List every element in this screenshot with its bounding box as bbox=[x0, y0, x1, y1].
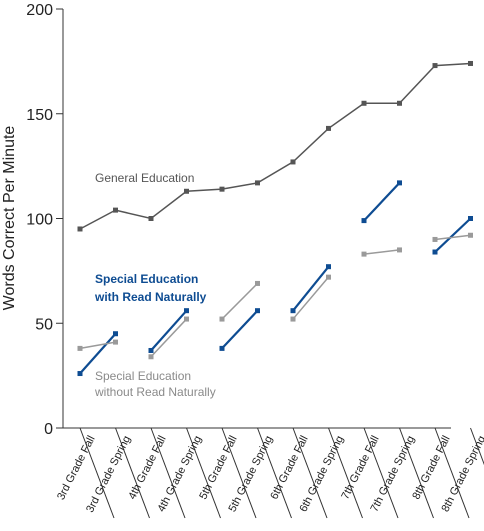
data-point bbox=[361, 251, 367, 257]
data-point bbox=[290, 159, 296, 165]
series-line bbox=[150, 309, 188, 352]
data-point bbox=[397, 247, 402, 253]
series-layer bbox=[77, 60, 473, 377]
data-point bbox=[219, 316, 225, 322]
data-point bbox=[113, 331, 118, 337]
data-point bbox=[432, 236, 438, 242]
x-tick-mark bbox=[470, 427, 484, 466]
series-annotation: without Read Naturally bbox=[94, 385, 216, 399]
x-tick-mark bbox=[399, 427, 434, 519]
x-tick-mark bbox=[328, 427, 363, 519]
series-line bbox=[221, 309, 259, 350]
data-point bbox=[468, 216, 473, 221]
data-point bbox=[468, 232, 473, 238]
y-tick-label: 200 bbox=[26, 2, 53, 19]
data-point bbox=[184, 316, 189, 322]
x-tick-mark bbox=[221, 427, 257, 519]
series-annotation: Special Education bbox=[95, 369, 191, 383]
series-0 bbox=[77, 60, 473, 232]
data-point bbox=[432, 63, 438, 69]
series-2 bbox=[77, 232, 473, 360]
series-line bbox=[434, 217, 472, 253]
data-point bbox=[326, 274, 331, 280]
series-annotation: General Education bbox=[95, 171, 194, 185]
data-point bbox=[113, 207, 118, 213]
series-line bbox=[79, 341, 116, 350]
data-point bbox=[184, 188, 189, 194]
x-tick-mark bbox=[115, 427, 150, 519]
y-tick-label: 0 bbox=[44, 421, 53, 438]
x-tick-label: 5th Grade Fall bbox=[197, 434, 239, 502]
series-annotation: with Read Naturally bbox=[94, 290, 207, 304]
data-point bbox=[397, 100, 402, 106]
data-point bbox=[77, 345, 83, 351]
data-point bbox=[255, 180, 260, 186]
series-line bbox=[434, 234, 471, 241]
x-tick-mark bbox=[434, 427, 470, 519]
data-point bbox=[184, 308, 189, 314]
x-tick-mark bbox=[257, 427, 292, 519]
x-tick-label: 3rd Grade Fall bbox=[55, 434, 98, 502]
data-point bbox=[77, 226, 83, 232]
data-point bbox=[255, 280, 260, 286]
data-point bbox=[113, 339, 118, 345]
x-tick-mark bbox=[186, 427, 221, 519]
series-line bbox=[150, 318, 188, 358]
series-line bbox=[363, 249, 400, 255]
data-point bbox=[255, 308, 260, 314]
series-line bbox=[363, 182, 401, 222]
y-tick-label: 100 bbox=[26, 212, 53, 229]
data-point bbox=[148, 216, 154, 221]
data-point bbox=[290, 308, 296, 314]
series-line bbox=[79, 332, 117, 375]
y-axis-ticks: 0 50 100 150 200 bbox=[26, 2, 63, 438]
x-tick-mark bbox=[292, 427, 328, 519]
y-tick-label: 50 bbox=[35, 316, 53, 333]
x-tick-label: 6th Grade Fall bbox=[268, 434, 310, 502]
data-point bbox=[361, 100, 367, 106]
data-point bbox=[148, 347, 154, 353]
data-point bbox=[397, 180, 402, 186]
series-line bbox=[79, 62, 471, 230]
series-line bbox=[221, 282, 259, 320]
x-tick-mark bbox=[79, 427, 115, 519]
x-tick-label: 4th Grade Fall bbox=[126, 434, 168, 502]
data-point bbox=[77, 371, 83, 377]
y-axis-title: Words Correct Per Minute bbox=[1, 126, 18, 311]
x-tick-mark bbox=[150, 427, 186, 519]
data-point bbox=[219, 186, 225, 192]
data-point bbox=[219, 345, 225, 351]
series-line bbox=[292, 265, 330, 312]
data-point bbox=[326, 125, 331, 131]
series-annotation: Special Education bbox=[95, 272, 198, 286]
x-tick-label: 8th Grade Fall bbox=[410, 434, 452, 502]
annotations: General Education Special Education with R… bbox=[94, 171, 216, 399]
y-tick-label: 150 bbox=[26, 107, 53, 124]
data-point bbox=[290, 316, 296, 322]
x-tick-mark bbox=[363, 427, 399, 519]
data-point bbox=[468, 60, 473, 66]
series-1 bbox=[77, 180, 473, 377]
series-line bbox=[292, 276, 330, 320]
data-point bbox=[361, 218, 367, 224]
data-point bbox=[148, 354, 154, 360]
data-point bbox=[432, 249, 438, 255]
x-tick-label: 7th Grade Fall bbox=[339, 434, 381, 502]
data-point bbox=[326, 264, 331, 270]
